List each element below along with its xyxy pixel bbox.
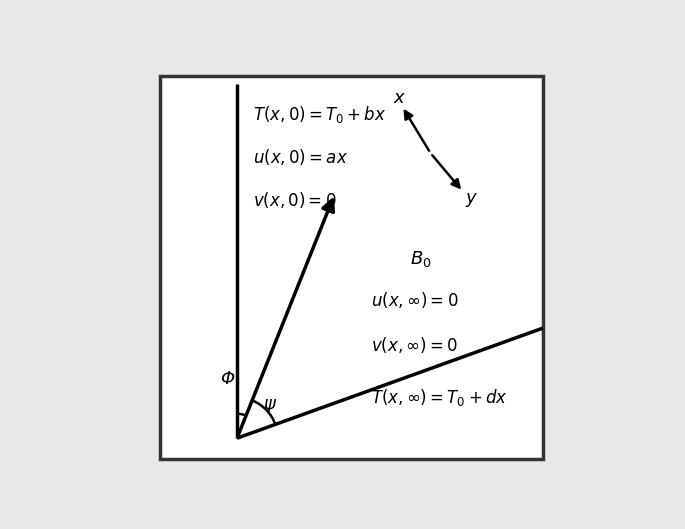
Text: $v(x,0)=0$: $v(x,0)=0$ xyxy=(253,190,337,210)
Text: $u(x,\infty)=0$: $u(x,\infty)=0$ xyxy=(371,290,459,310)
Text: $v(x, \infty)=0$: $v(x, \infty)=0$ xyxy=(371,334,458,354)
Text: $u(x,0)=ax$: $u(x,0)=ax$ xyxy=(253,147,349,167)
Text: $y$: $y$ xyxy=(464,191,478,209)
Text: $x$: $x$ xyxy=(393,89,407,107)
Text: $B_0$: $B_0$ xyxy=(410,249,431,269)
Text: Φ: Φ xyxy=(220,370,234,388)
Text: $T(x,0)=T_0+bx$: $T(x,0)=T_0+bx$ xyxy=(253,104,387,125)
Text: $T(x,\infty)=T_0+dx$: $T(x,\infty)=T_0+dx$ xyxy=(371,387,508,408)
FancyBboxPatch shape xyxy=(160,76,543,459)
Text: ψ: ψ xyxy=(264,395,275,413)
